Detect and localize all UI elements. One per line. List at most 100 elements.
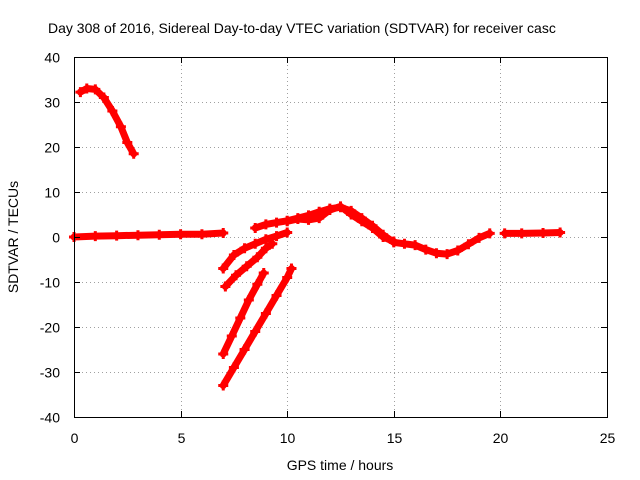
data-point xyxy=(499,228,510,239)
data-point xyxy=(252,252,263,263)
data-point xyxy=(282,216,293,227)
y-tick-label: 10 xyxy=(44,185,60,201)
x-tick-label: 25 xyxy=(600,430,616,446)
data-point xyxy=(367,223,378,233)
x-tick-label: 15 xyxy=(387,430,403,446)
data-point xyxy=(314,213,325,224)
data-point xyxy=(431,248,442,259)
y-tick-label: -20 xyxy=(40,320,60,336)
data-point xyxy=(196,229,207,240)
data-point xyxy=(410,240,421,251)
data-point xyxy=(271,290,282,301)
x-tick-label: 10 xyxy=(280,430,296,446)
data-point xyxy=(250,326,261,337)
data-point xyxy=(399,238,410,249)
data-point xyxy=(346,209,357,220)
x-tick-label: 5 xyxy=(178,430,186,446)
y-tick-label: -30 xyxy=(40,365,60,381)
data-point xyxy=(252,279,263,290)
y-tick-label: 0 xyxy=(52,230,60,246)
data-point xyxy=(260,243,271,254)
ticks xyxy=(74,57,608,418)
data-point xyxy=(115,121,126,132)
data-point xyxy=(228,250,239,260)
data-point xyxy=(250,223,261,233)
data-point xyxy=(555,227,566,238)
data-point xyxy=(474,232,485,243)
data-point xyxy=(75,87,86,98)
data-point xyxy=(260,234,271,245)
series-line xyxy=(219,265,295,389)
data-point xyxy=(282,227,293,238)
y-axis-title: SDTVAR / TECUs xyxy=(5,181,21,293)
data-point xyxy=(286,263,297,274)
data-point xyxy=(484,228,495,239)
data-point xyxy=(271,231,282,242)
data-point xyxy=(303,214,314,225)
data-point xyxy=(239,243,250,254)
y-tick-label: 20 xyxy=(44,140,60,156)
y-tick-label: 30 xyxy=(44,95,60,111)
data-point xyxy=(292,214,303,224)
data-point xyxy=(452,245,463,256)
data-point xyxy=(378,232,389,242)
data-point xyxy=(241,261,252,272)
data-point xyxy=(260,219,271,230)
data-point xyxy=(175,229,186,240)
data-point xyxy=(111,230,122,241)
data-point xyxy=(220,281,231,292)
data-point xyxy=(154,229,165,240)
y-tick-label: 40 xyxy=(44,50,60,66)
data-point xyxy=(463,239,474,250)
data-point xyxy=(271,217,282,228)
x-axis-title: GPS time / hours xyxy=(287,457,394,473)
y-tick-label: -40 xyxy=(40,410,60,426)
data-point xyxy=(324,205,335,215)
data-point xyxy=(388,236,399,247)
data-point xyxy=(218,349,229,359)
data-point xyxy=(538,227,549,238)
series-layer xyxy=(69,83,566,391)
data-point xyxy=(260,308,271,319)
data-point xyxy=(218,263,229,274)
data-point xyxy=(98,92,109,103)
series-arc-main-2 xyxy=(282,201,399,247)
data-point xyxy=(282,272,293,283)
data-point xyxy=(228,362,239,373)
data-point xyxy=(218,227,229,238)
data-point xyxy=(218,380,229,391)
data-point xyxy=(243,295,254,305)
data-point xyxy=(420,244,431,255)
data-point xyxy=(335,201,346,212)
data-point xyxy=(239,344,250,355)
series-arc-baseline-2 xyxy=(499,227,566,239)
series-arc-baseline-1 xyxy=(69,227,229,242)
chart-title: Day 308 of 2016, Sidereal Day-to-day VTE… xyxy=(48,20,556,36)
series-arc-low-1 xyxy=(218,263,297,391)
data-point xyxy=(231,270,242,281)
data-point xyxy=(226,331,237,341)
series-arc-low-2 xyxy=(218,268,269,359)
tick-labels: 0 5 10 15 20 25 -40 -30 -20 -10 0 10 20 30 40 xyxy=(40,50,616,447)
data-point xyxy=(90,231,101,242)
data-point xyxy=(250,238,261,249)
series-arc-mid-2 xyxy=(218,227,293,274)
x-tick-label: 0 xyxy=(71,430,79,446)
data-point xyxy=(132,230,143,241)
data-point xyxy=(235,313,246,323)
data-point xyxy=(356,216,367,227)
data-point xyxy=(90,84,101,95)
data-point xyxy=(128,148,139,159)
series-arc-high xyxy=(75,83,139,159)
data-point xyxy=(442,249,453,260)
data-point xyxy=(516,228,527,239)
data-point xyxy=(107,106,118,116)
data-point xyxy=(122,137,133,148)
x-tick-label: 20 xyxy=(493,430,509,446)
y-tick-label: -10 xyxy=(40,275,60,291)
data-point xyxy=(258,268,269,278)
series-arc-mid-1 xyxy=(220,238,278,292)
data-point xyxy=(81,83,92,94)
series-line xyxy=(501,229,564,237)
